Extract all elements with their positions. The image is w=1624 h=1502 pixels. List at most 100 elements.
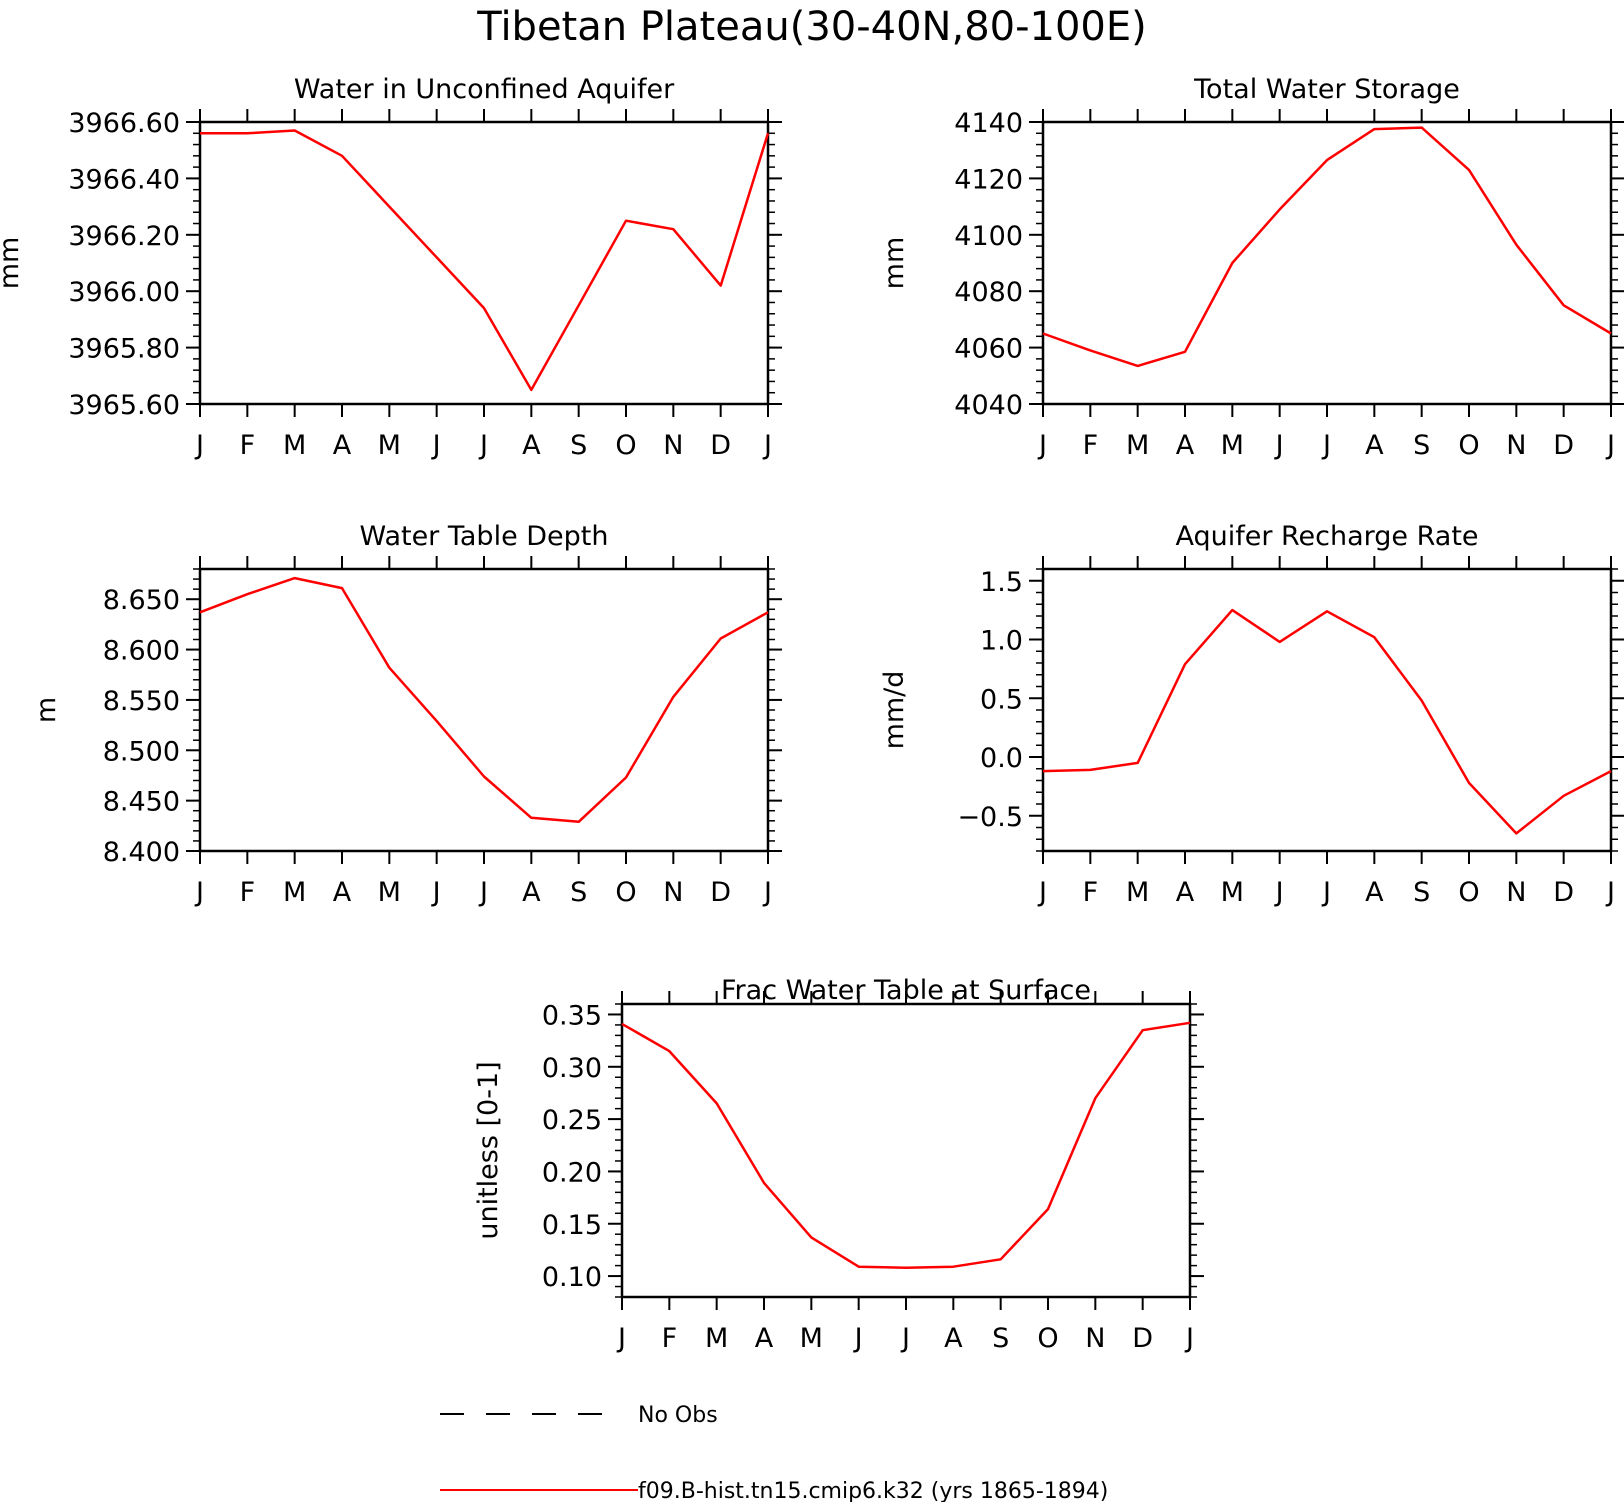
y-tick-label: 1.0 [980,626,1023,657]
x-tick-label: J [1605,877,1615,908]
y-tick-label: 4100 [954,221,1023,252]
x-tick-label: F [662,1323,678,1354]
series-line [199,576,769,824]
x-tick-label: A [522,430,541,461]
x-tick-label: M [283,430,306,461]
x-tick-label: D [710,877,731,908]
y-axis-label: mm/d [879,671,910,750]
plot-frame [198,120,770,406]
plot-frame [198,567,770,853]
x-tick-label: S [570,430,587,461]
x-tick-label: N [663,877,683,908]
x-tick-label: D [1553,877,1574,908]
x-tick-label: D [1553,430,1574,461]
y-tick-label: 4120 [954,164,1023,195]
x-tick-label: A [333,877,352,908]
x-tick-label: O [615,430,636,461]
x-tick-label: M [378,877,401,908]
y-tick-label: 8.650 [103,585,180,616]
x-tick-label: F [240,430,256,461]
y-tick-label: 0.30 [542,1053,602,1084]
series-line [1042,126,1612,368]
x-tick-label: O [615,877,636,908]
x-tick-label: A [755,1323,774,1354]
x-tick-label: J [616,1323,626,1354]
x-tick-label: M [1221,430,1244,461]
x-tick-label: A [522,877,541,908]
x-tick-label: J [478,430,488,461]
x-tick-label: A [1365,877,1384,908]
x-tick-label: S [992,1323,1009,1354]
x-tick-label: D [1132,1323,1153,1354]
figure-title: Tibetan Plateau(30-40N,80-100E) [476,4,1147,50]
panel-title: Total Water Storage [1193,74,1460,105]
x-tick-label: J [1274,430,1284,461]
x-tick-label: A [1365,430,1384,461]
x-tick-label: J [900,1323,910,1354]
y-tick-label: 0.5 [980,684,1023,715]
x-tick-label: O [1458,430,1479,461]
x-tick-label: M [1126,877,1149,908]
x-tick-label: J [1037,877,1047,908]
x-tick-label: M [800,1323,823,1354]
x-tick-label: J [1184,1323,1194,1354]
legend-label-model: f09.B-hist.tn15.cmip6.k32 (yrs 1865-1894… [638,1479,1108,1502]
y-tick-label: 4080 [954,277,1023,308]
y-tick-label: 8.500 [103,736,180,767]
x-tick-label: F [1083,430,1099,461]
x-tick-label: J [1274,877,1284,908]
x-tick-label: J [478,877,488,908]
y-tick-label: 0.25 [542,1105,602,1136]
panel-title: Water in Unconfined Aquifer [294,74,675,105]
x-tick-label: N [1085,1323,1105,1354]
x-tick-label: O [1037,1323,1058,1354]
x-tick-label: J [194,430,204,461]
x-tick-label: J [1321,430,1331,461]
y-tick-label: 3966.60 [68,108,180,139]
x-tick-label: M [705,1323,728,1354]
y-axis-label: unitless [0-1] [473,1061,504,1239]
y-axis-label: mm [0,237,25,290]
x-tick-label: S [1413,877,1430,908]
x-tick-label: J [1037,430,1047,461]
x-tick-label: S [1413,430,1430,461]
panel-title: Aquifer Recharge Rate [1175,521,1478,552]
x-tick-label: J [762,877,772,908]
y-axis-label: mm [879,237,910,290]
x-tick-label: M [1126,430,1149,461]
x-tick-label: J [431,430,441,461]
y-tick-label: 3966.20 [68,221,180,252]
x-tick-label: J [194,877,204,908]
legend: No Obs f09.B-hist.tn15.cmip6.k32 (yrs 18… [440,1403,1108,1502]
y-tick-label: 4140 [954,108,1023,139]
x-tick-label: F [240,877,256,908]
y-tick-label: 0.35 [542,1000,602,1031]
x-tick-label: F [1083,877,1099,908]
y-tick-label: 3966.00 [68,277,180,308]
series-line [621,1021,1191,1269]
x-tick-label: J [1321,877,1331,908]
series-line [1042,608,1612,835]
plot-frame [620,1002,1192,1299]
y-tick-label: 8.400 [103,837,180,868]
y-tick-label: 0.15 [542,1210,602,1241]
x-tick-label: A [333,430,352,461]
x-tick-label: A [944,1323,963,1354]
x-tick-label: N [1506,877,1526,908]
y-tick-label: 4040 [954,390,1023,421]
y-tick-label: 0.0 [980,743,1023,774]
x-tick-label: J [1605,430,1615,461]
x-tick-label: O [1458,877,1479,908]
y-tick-label: 3966.40 [68,164,180,195]
y-tick-label: 3965.60 [68,390,180,421]
x-tick-label: A [1176,877,1195,908]
y-tick-label: 4060 [954,334,1023,365]
x-tick-label: N [663,430,683,461]
y-axis-label: m [31,697,62,723]
legend-label-no-obs: No Obs [638,1403,718,1428]
